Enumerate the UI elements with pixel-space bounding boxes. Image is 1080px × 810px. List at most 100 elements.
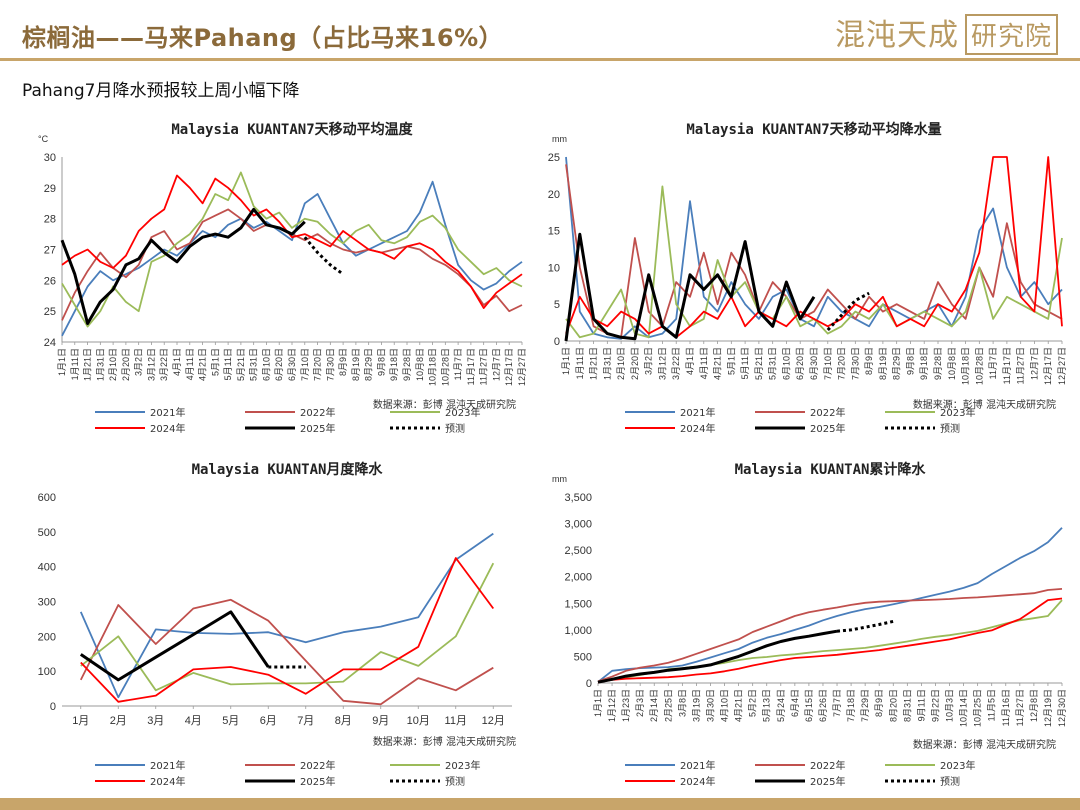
- x-tick-label: 4月1日: [685, 347, 695, 375]
- y-tick-label: 30: [44, 152, 56, 164]
- x-tick-label: 9月18日: [389, 348, 399, 381]
- x-tick-label: 11月27日: [1015, 689, 1025, 726]
- x-tick-label: 9月28日: [933, 347, 943, 380]
- y-tick-label: 500: [574, 651, 592, 663]
- x-tick-label: 4月1日: [172, 348, 182, 376]
- x-tick-label: 11月17日: [1002, 347, 1012, 384]
- x-tick-label: 5月21日: [236, 348, 246, 381]
- y-tick-label: 29: [44, 183, 56, 195]
- y-tick-label: 1,000: [564, 625, 592, 637]
- x-tick-label: 5月1日: [726, 347, 736, 375]
- x-tick-label: 12月27日: [517, 348, 527, 386]
- y-tick-label: 0: [586, 678, 592, 690]
- x-tick-label: 6月20日: [795, 347, 805, 380]
- x-tick-label: 11月27日: [1016, 347, 1026, 384]
- chart-title: Malaysia KUANTAN7天移动平均降水量: [686, 121, 941, 138]
- x-tick-label: 3月12日: [146, 348, 156, 381]
- x-tick-label: 2月10日: [616, 347, 626, 380]
- x-tick-label: 1月1日: [561, 347, 571, 375]
- x-tick-label: 5月31日: [768, 347, 778, 380]
- y-tick-label: 0: [554, 336, 560, 348]
- logo-text: 混沌天成: [834, 18, 959, 53]
- x-tick-label: 2月14日: [649, 689, 659, 722]
- legend-label: 2023年: [445, 759, 480, 772]
- y-tick-label: 5: [554, 299, 560, 311]
- x-tick-label: 9月8日: [376, 348, 386, 376]
- x-tick-label: 4月10日: [720, 689, 730, 722]
- x-tick-label: 8月19日: [878, 347, 888, 380]
- legend-label: 2021年: [150, 406, 185, 419]
- x-tick-label: 9月8日: [905, 347, 915, 375]
- x-tick-label: 7月7日: [832, 689, 842, 717]
- x-tick-label: 1月11日: [70, 348, 80, 380]
- x-tick-label: 5月31日: [249, 348, 259, 381]
- logo-box: 研究院: [964, 14, 1058, 55]
- series-line-2021年: [61, 180, 523, 337]
- x-tick-label: 6月4日: [790, 689, 800, 717]
- legend-label: 2021年: [680, 759, 715, 772]
- series-line-2022年: [597, 588, 1063, 683]
- x-tick-label: 11月27日: [479, 348, 489, 385]
- x-tick-label: 4月11日: [699, 347, 709, 379]
- x-tick-label: 12月17日: [504, 348, 514, 386]
- y-tick-label: 27: [44, 245, 56, 257]
- x-tick-label: 3月22日: [671, 347, 681, 380]
- legend-label: 预测: [940, 775, 960, 788]
- series-line-2025年: [564, 232, 816, 342]
- x-tick-label: 3月2日: [134, 348, 144, 376]
- x-tick-label: 3月: [147, 715, 164, 727]
- x-tick-label: 9月22日: [930, 689, 940, 722]
- series-line-2024年: [80, 557, 495, 703]
- x-tick-label: 9月28日: [402, 348, 412, 381]
- legend-label: 2023年: [940, 406, 975, 419]
- x-tick-label: 12月8日: [1029, 689, 1039, 722]
- x-tick-label: 1月1日: [593, 689, 603, 717]
- legend-label: 2024年: [680, 422, 715, 435]
- x-tick-label: 9月18日: [919, 347, 929, 380]
- legend-label: 2025年: [810, 422, 845, 435]
- x-tick-label: 8月20日: [888, 689, 898, 722]
- x-tick-label: 8月: [335, 715, 352, 727]
- legend-label: 2025年: [300, 775, 335, 788]
- series-line-2021年: [79, 532, 494, 699]
- x-tick-label: 10月: [407, 715, 430, 727]
- x-tick-label: 6月30日: [287, 348, 297, 381]
- x-tick-label: 9月: [372, 715, 389, 727]
- x-tick-label: 8月9日: [864, 347, 874, 375]
- x-tick-label: 3月8日: [677, 689, 687, 717]
- x-tick-label: 1月31日: [602, 347, 612, 380]
- chart-svg: Malaysia KUANTAN7天移动平均温度 °C 24 25 26 27 28 29 30…: [38, 121, 527, 435]
- x-tick-label: 10月28日: [440, 348, 450, 386]
- legend-label: 预测: [445, 775, 465, 788]
- x-tick-label: 10月3日: [945, 689, 955, 722]
- x-tick-label: 6月: [260, 715, 277, 727]
- x-tick-label: 8月31日: [902, 689, 912, 722]
- series-line-2021年: [597, 527, 1063, 683]
- x-tick-label: 3月22日: [159, 348, 169, 381]
- y-tick-label: 3,500: [564, 492, 592, 504]
- x-tick-label: 12月7日: [1029, 347, 1039, 380]
- x-tick-label: 5月11日: [223, 348, 233, 380]
- x-tick-label: 3月12日: [657, 347, 667, 380]
- x-tick-label: 1月21日: [83, 348, 93, 381]
- x-tick-label: 12月19日: [1043, 689, 1053, 727]
- legend-label: 2021年: [680, 406, 715, 419]
- x-tick-label: 7月18日: [846, 689, 856, 722]
- x-tick-label: 1月: [72, 715, 89, 727]
- x-tick-label: 1月12日: [607, 689, 617, 722]
- y-tick-label: 200: [38, 631, 56, 643]
- y-tick-label: 28: [44, 214, 56, 226]
- x-tick-label: 7月20日: [313, 348, 323, 381]
- y-tick-label: 20: [548, 189, 560, 201]
- y-tick-label: 26: [44, 275, 56, 287]
- series-line-2024年: [597, 597, 1063, 684]
- title-bar: 棕榈油——马来Pahang（占比马来16%） 混沌天成 研究院: [0, 0, 1080, 58]
- x-tick-label: 11月7日: [988, 347, 998, 379]
- y-tick-label: 3,000: [564, 519, 592, 531]
- x-tick-label: 10月8日: [415, 348, 425, 381]
- x-tick-label: 12月7日: [491, 348, 501, 381]
- x-tick-label: 5月24日: [776, 689, 786, 722]
- legend-label: 2024年: [150, 422, 185, 435]
- x-tick-label: 4月21日: [713, 347, 723, 380]
- y-tick-label: 500: [38, 527, 56, 539]
